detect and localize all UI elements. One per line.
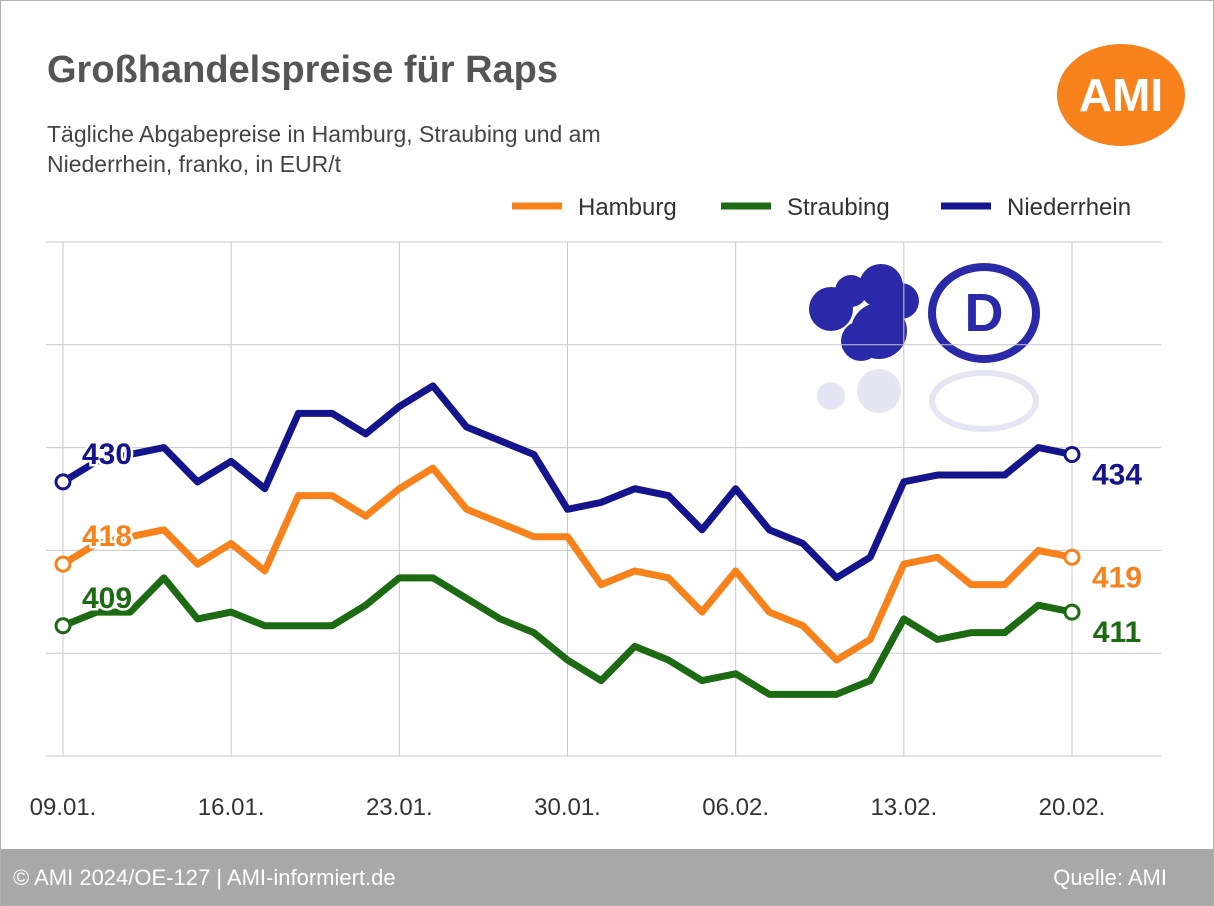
logo-badge — [1057, 44, 1185, 146]
x-tick-label: 23.01. — [366, 794, 433, 821]
legend-label: Niederrhein — [1007, 194, 1131, 221]
x-tick-label: 16.01. — [198, 794, 265, 821]
end-marker — [54, 473, 72, 491]
value-label: 430 — [82, 438, 132, 471]
value-label: 411 — [1093, 616, 1141, 649]
legend-label: Straubing — [787, 194, 890, 221]
legend-label: Hamburg — [578, 194, 677, 221]
chart-subtitle: Tägliche Abgabepreise in Hamburg, Straub… — [47, 121, 601, 177]
badge: D — [965, 283, 1004, 343]
end-marker — [54, 617, 72, 635]
line-series — [61, 464, 1073, 664]
footer: © AMI 2024/OE-127 | AMI-informiert.de Qu… — [1, 849, 1213, 905]
x-tick-label: 06.02. — [702, 794, 769, 821]
value-label: 419 — [1092, 561, 1142, 594]
end-marker — [1063, 548, 1081, 566]
chart: AMI D 09.01. 16.01. 23.01. 30.01. 06.02. 13.0… — [30, 44, 1185, 821]
x-tick-label: 13.02. — [870, 794, 937, 821]
footer-source: Quelle: AMI — [1053, 865, 1167, 890]
x-tick-label: 30.01. — [534, 794, 601, 821]
end-marker — [1063, 445, 1081, 463]
footer-copyright: © AMI 2024/OE-127 | AMI-informiert.de — [13, 865, 396, 890]
end-marker — [1063, 603, 1081, 621]
end-marker — [54, 555, 72, 573]
value-label: 418 — [82, 520, 132, 553]
chart-title: Großhandelspreise für Raps — [47, 49, 559, 91]
line-series — [61, 574, 1073, 698]
value-label: 434 — [1092, 458, 1142, 491]
value-label: 409 — [82, 582, 132, 615]
x-tick-label: 09.01. — [30, 794, 97, 821]
x-tick-label: 20.02. — [1039, 794, 1106, 821]
logo: AMI — [1079, 69, 1163, 121]
line-series — [61, 382, 1073, 582]
